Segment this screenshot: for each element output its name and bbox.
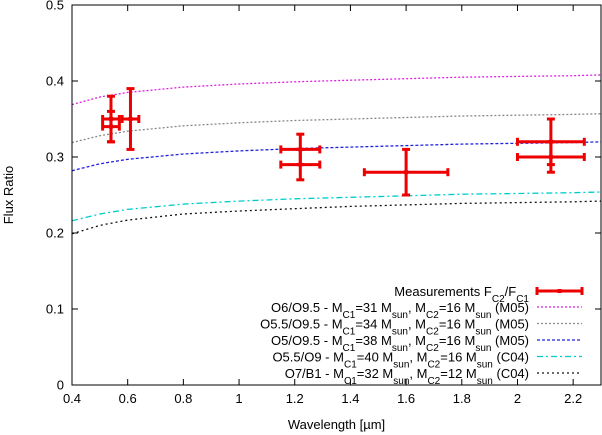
- measurement-point: [362, 147, 450, 197]
- x-tick-label: 1.8: [453, 391, 471, 406]
- x-tick-label: 1.2: [286, 391, 304, 406]
- legend-sample-point: [557, 289, 562, 293]
- data-point: [108, 124, 113, 129]
- x-tick-label: 1.4: [341, 391, 359, 406]
- x-tick-label: 0.4: [63, 391, 81, 406]
- measurement-point: [120, 87, 141, 151]
- y-tick-label: 0.2: [46, 226, 64, 241]
- axis-ticks: [71, 4, 601, 386]
- y-tick-label: 0.4: [46, 74, 64, 89]
- measurement-point: [279, 147, 322, 182]
- x-tick-label: 1.6: [397, 391, 415, 406]
- x-tick-label: 0.6: [119, 391, 137, 406]
- x-tick-label: 2: [514, 391, 521, 406]
- legend-label: O5.5/O9.5 - MC1=34 Msun, MC2=16 Msun (M0…: [260, 317, 529, 338]
- model-curve: [71, 113, 602, 144]
- x-tick-label: 0.8: [174, 391, 192, 406]
- y-tick-label: 0.3: [46, 150, 64, 165]
- measurement-point: [101, 109, 121, 144]
- legend-label: Measurements FC2/FC1: [394, 284, 529, 305]
- model-curve: [71, 200, 602, 235]
- model-curve: [71, 191, 602, 222]
- model-curve: [71, 74, 602, 106]
- data-point: [404, 170, 409, 175]
- x-tick-label: 1: [235, 391, 242, 406]
- data-point: [298, 162, 303, 167]
- y-tick-labels: 0 0.1 0.2 0.3 0.4 0.5: [46, 0, 64, 393]
- data-point: [128, 117, 133, 121]
- data-point: [548, 155, 553, 159]
- legend-label: O5.5/O9 - MC1=40 Msun, MC2=16 Msun (C04): [272, 350, 529, 371]
- legend-label: O7/B1 - MC1=32 Msun, MC2=12 Msun (C04): [285, 366, 529, 387]
- y-tick-label: 0: [57, 378, 64, 393]
- measurement-point: [515, 140, 586, 174]
- y-tick-label: 0.1: [46, 302, 64, 317]
- y-tick-label: 0.5: [46, 0, 64, 13]
- measurement-points: [101, 87, 586, 197]
- x-tick-label: 2.2: [564, 391, 582, 406]
- y-axis-label: Flux Ratio: [1, 166, 16, 225]
- x-tick-labels: 0.4 0.6 0.8 1 1.2 1.4 1.6 1.8 2 2.2: [63, 391, 582, 406]
- legend-label: O6/O9.5 - MC1=31 Msun, MC2=16 Msun (M05): [271, 300, 529, 321]
- legend-label: O5/O9.5 - MC1=38 Msun, MC2=16 Msun (M05): [271, 333, 529, 354]
- model-curves: [71, 74, 602, 235]
- plot-frame: [71, 4, 602, 386]
- x-axis-label: Wavelength [µm]: [288, 417, 385, 432]
